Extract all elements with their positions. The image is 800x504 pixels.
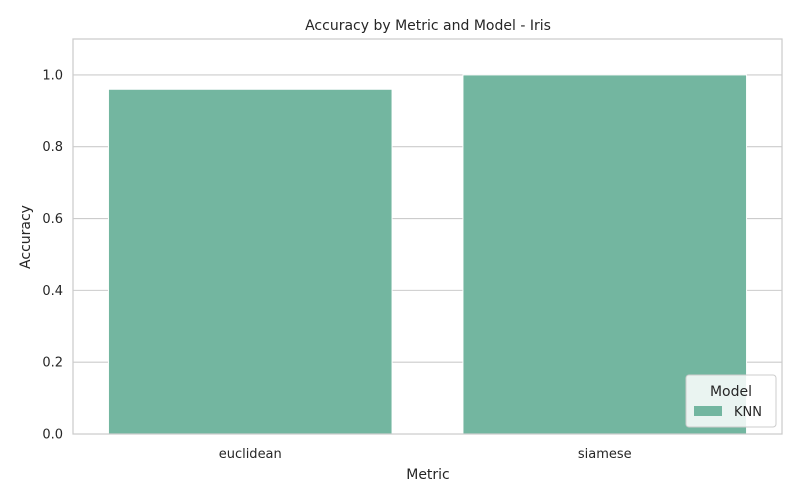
y-tick-label: 1.0 bbox=[42, 68, 63, 83]
legend-box bbox=[685, 374, 777, 428]
y-tick-label: 0.4 bbox=[42, 284, 63, 299]
y-tick-labels: 0.0 0.2 0.4 0.6 0.8 1.0 bbox=[42, 68, 63, 442]
y-tick-label: 0.0 bbox=[42, 428, 63, 443]
bar-siamese bbox=[462, 74, 748, 435]
x-tick-labels: euclidean siamese bbox=[219, 447, 632, 462]
legend-label-knn: KNN bbox=[734, 405, 762, 420]
legend: Model KNN bbox=[685, 374, 777, 428]
chart-title: Accuracy by Metric and Model - Iris bbox=[305, 18, 551, 34]
y-tick-label: 0.6 bbox=[42, 212, 63, 227]
x-tick-label: siamese bbox=[578, 447, 632, 462]
x-tick-label: euclidean bbox=[219, 447, 282, 462]
legend-swatch-knn bbox=[694, 406, 722, 416]
bar-euclidean bbox=[107, 88, 393, 435]
y-tick-label: 0.2 bbox=[42, 356, 63, 371]
plot-frame bbox=[72, 38, 783, 435]
bars bbox=[107, 74, 748, 435]
legend-title: Model bbox=[710, 384, 752, 400]
x-axis-label: Metric bbox=[406, 467, 450, 483]
y-axis-label: Accuracy bbox=[18, 205, 34, 269]
y-tick-label: 0.8 bbox=[42, 140, 63, 155]
